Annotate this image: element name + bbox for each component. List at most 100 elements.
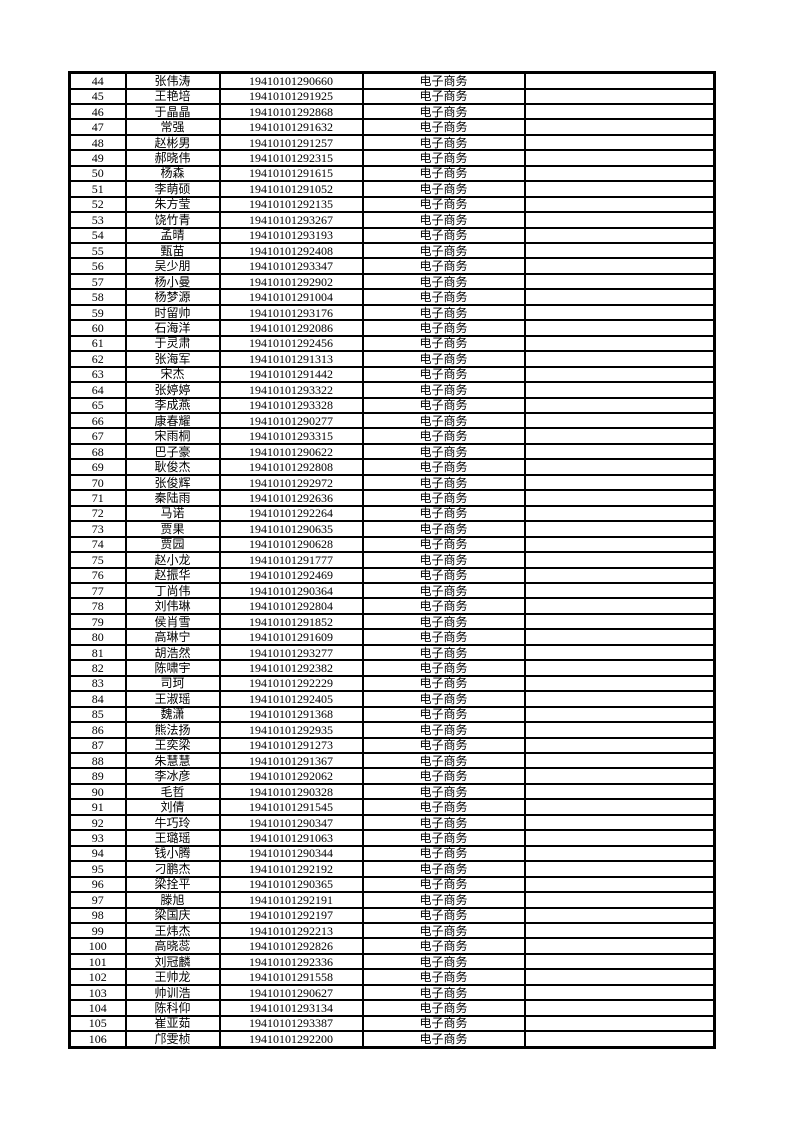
major-cell: 电子商务 xyxy=(361,891,526,909)
table-row: 92 牛巧玲 19410101290347 电子商务 xyxy=(68,813,716,832)
table-row: 72 马诺 19410101292264 电子商务 xyxy=(68,504,716,523)
blank-cell xyxy=(523,612,716,631)
table-row: 49 郝晓伟 19410101292315 电子商务 xyxy=(68,149,716,167)
table-row: 83 司珂 19410101292229 电子商务 xyxy=(68,674,716,693)
major-cell: 电子商务 xyxy=(361,149,526,167)
row-index-cell: 95 xyxy=(68,860,127,878)
row-index-cell: 65 xyxy=(68,396,127,415)
student-name-cell: 梁拴平 xyxy=(124,875,221,894)
student-id-cell: 19410101291777 xyxy=(218,551,364,569)
major-cell: 电子商务 xyxy=(361,118,526,136)
major-cell: 电子商务 xyxy=(361,952,526,971)
row-index-cell: 51 xyxy=(68,180,127,198)
blank-cell xyxy=(523,566,716,585)
major-cell: 电子商务 xyxy=(361,844,526,863)
major-cell: 电子商务 xyxy=(361,736,526,755)
major-cell: 电子商务 xyxy=(361,489,526,507)
row-index-cell: 93 xyxy=(68,829,127,847)
student-id-cell: 19410101292902 xyxy=(218,272,364,291)
student-id-cell: 19410101290344 xyxy=(218,844,364,863)
row-index-cell: 103 xyxy=(68,983,127,1002)
major-cell: 电子商务 xyxy=(361,272,526,291)
major-cell: 电子商务 xyxy=(361,860,526,878)
student-name-cell: 钱小腾 xyxy=(124,844,221,863)
student-name-cell: 王帅龙 xyxy=(124,968,221,986)
row-index-cell: 85 xyxy=(68,705,127,724)
student-id-cell: 19410101290660 xyxy=(218,71,364,90)
student-name-cell: 熊法扬 xyxy=(124,721,221,739)
table-row: 91 刘倩 19410101291545 电子商务 xyxy=(68,798,716,816)
student-id-cell: 19410101292213 xyxy=(218,921,364,940)
major-cell: 电子商务 xyxy=(361,102,526,121)
student-id-cell: 19410101292456 xyxy=(218,334,364,353)
table-row: 105 崔亚茹 19410101293387 电子商务 xyxy=(68,1014,716,1033)
row-index-cell: 57 xyxy=(68,272,127,291)
blank-cell xyxy=(523,102,716,121)
table-row: 58 杨梦源 19410101291004 电子商务 xyxy=(68,288,716,306)
row-index-cell: 53 xyxy=(68,211,127,229)
row-index-cell: 106 xyxy=(68,1030,127,1049)
student-id-cell: 19410101293176 xyxy=(218,303,364,322)
table-row: 93 王璐瑶 19410101291063 电子商务 xyxy=(68,829,716,847)
table-row: 50 杨森 19410101291615 电子商务 xyxy=(68,164,716,183)
major-cell: 电子商务 xyxy=(361,782,526,801)
major-cell: 电子商务 xyxy=(361,983,526,1002)
blank-cell xyxy=(523,149,716,167)
student-id-cell: 19410101291615 xyxy=(218,164,364,183)
row-index-cell: 46 xyxy=(68,102,127,121)
table-row: 75 赵小龙 19410101291777 电子商务 xyxy=(68,551,716,569)
student-name-cell: 朱慧慧 xyxy=(124,751,221,770)
major-cell: 电子商务 xyxy=(361,504,526,523)
blank-cell xyxy=(523,133,716,152)
row-index-cell: 75 xyxy=(68,551,127,569)
student-id-cell: 19410101291925 xyxy=(218,87,364,105)
major-cell: 电子商务 xyxy=(361,751,526,770)
table-row: 104 陈科仰 19410101293134 电子商务 xyxy=(68,999,716,1017)
major-cell: 电子商务 xyxy=(361,921,526,940)
major-cell: 电子商务 xyxy=(361,937,526,955)
student-name-cell: 陈科仰 xyxy=(124,999,221,1017)
student-name-cell: 王璐瑶 xyxy=(124,829,221,847)
blank-cell xyxy=(523,736,716,755)
blank-cell xyxy=(523,535,716,554)
blank-cell xyxy=(523,242,716,260)
major-cell: 电子商务 xyxy=(361,473,526,492)
major-cell: 电子商务 xyxy=(361,396,526,415)
table-row: 73 贾果 19410101290635 电子商务 xyxy=(68,520,716,538)
major-cell: 电子商务 xyxy=(361,211,526,229)
student-name-cell: 秦陆雨 xyxy=(124,489,221,507)
major-cell: 电子商务 xyxy=(361,1030,526,1049)
row-index-cell: 72 xyxy=(68,504,127,523)
row-index-cell: 71 xyxy=(68,489,127,507)
major-cell: 电子商务 xyxy=(361,303,526,322)
student-id-cell: 19410101292062 xyxy=(218,767,364,785)
table-row: 46 于晶晶 19410101292868 电子商务 xyxy=(68,102,716,121)
table-row: 57 杨小曼 19410101292902 电子商务 xyxy=(68,272,716,291)
table-row: 90 毛哲 19410101290328 电子商务 xyxy=(68,782,716,801)
row-index-cell: 50 xyxy=(68,164,127,183)
blank-cell xyxy=(523,937,716,955)
student-name-cell: 时留帅 xyxy=(124,303,221,322)
row-index-cell: 97 xyxy=(68,891,127,909)
blank-cell xyxy=(523,952,716,971)
row-index-cell: 99 xyxy=(68,921,127,940)
row-index-cell: 104 xyxy=(68,999,127,1017)
major-cell: 电子商务 xyxy=(361,628,526,646)
student-name-cell: 马诺 xyxy=(124,504,221,523)
row-index-cell: 100 xyxy=(68,937,127,955)
row-index-cell: 102 xyxy=(68,968,127,986)
table-row: 80 高琳宁 19410101291609 电子商务 xyxy=(68,628,716,646)
blank-cell xyxy=(523,999,716,1017)
student-name-cell: 陈啸宇 xyxy=(124,659,221,677)
student-name-cell: 牛巧玲 xyxy=(124,813,221,832)
major-cell: 电子商务 xyxy=(361,411,526,430)
row-index-cell: 92 xyxy=(68,813,127,832)
major-cell: 电子商务 xyxy=(361,597,526,615)
student-name-cell: 滕旭 xyxy=(124,891,221,909)
row-index-cell: 60 xyxy=(68,319,127,337)
row-index-cell: 62 xyxy=(68,350,127,368)
table-row: 96 梁拴平 19410101290365 电子商务 xyxy=(68,875,716,894)
student-name-cell: 吴少朋 xyxy=(124,257,221,275)
student-name-cell: 张俊辉 xyxy=(124,473,221,492)
major-cell: 电子商务 xyxy=(361,350,526,368)
